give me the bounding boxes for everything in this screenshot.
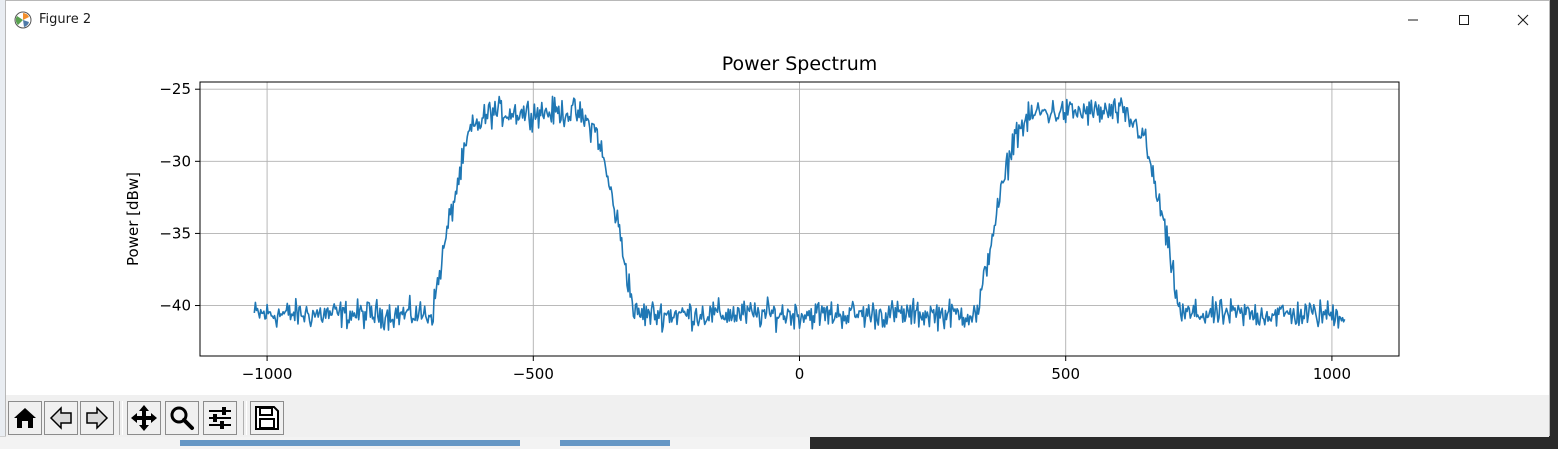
desktop-background-left (0, 0, 6, 448)
floppy-disk-icon (255, 406, 279, 430)
configure-subplots-button[interactable] (203, 401, 237, 435)
forward-arrow-icon (86, 406, 109, 430)
navigation-toolbar (6, 395, 1549, 437)
x-tick-label: 500 (1051, 365, 1080, 383)
maximize-button[interactable] (1435, 1, 1493, 39)
x-tick-label: 0 (795, 365, 805, 383)
maximize-icon (1459, 15, 1469, 25)
zoom-button[interactable] (165, 401, 199, 435)
figure-canvas[interactable]: −1000 −500 0 500 1000 −25 −30 −35 −40 Power Spect… (6, 39, 1549, 395)
spectrum-line (253, 95, 1346, 333)
forward-button[interactable] (80, 401, 114, 435)
window-title: Figure 2 (39, 12, 92, 27)
figure-window: Figure 2 −1000 −500 0 500 1000 −25 −30 −35 −40 Po… (5, 0, 1550, 437)
power-spectrum-chart[interactable]: −1000 −500 0 500 1000 −25 −30 −35 −40 Power Spect… (6, 39, 1549, 395)
y-axis-label: Power [dBw] (124, 172, 142, 266)
home-button[interactable] (8, 401, 42, 435)
close-icon (1517, 14, 1529, 26)
back-arrow-icon (49, 406, 72, 430)
desktop-background-right (1550, 0, 1558, 448)
toolbar-separator (243, 401, 247, 435)
x-tick-label: −1000 (242, 365, 293, 383)
save-button[interactable] (250, 401, 284, 435)
chart-title: Power Spectrum (722, 53, 878, 75)
home-icon (14, 408, 36, 428)
pan-button[interactable] (127, 401, 161, 435)
title-bar[interactable]: Figure 2 (6, 1, 1549, 39)
y-tick-label: −40 (159, 297, 191, 315)
close-button[interactable] (1494, 1, 1552, 39)
zoom-icon (170, 406, 194, 430)
sliders-icon (209, 407, 231, 429)
minimize-icon (1408, 19, 1418, 21)
desktop-background-bottom (0, 436, 810, 449)
y-tick-label: −35 (159, 224, 191, 242)
x-tick-label: −500 (513, 365, 554, 383)
y-tick-label: −30 (159, 152, 191, 170)
matplotlib-icon (14, 11, 32, 29)
back-button[interactable] (44, 401, 78, 435)
x-tick-label: 1000 (1313, 365, 1351, 383)
minimize-button[interactable] (1384, 1, 1442, 39)
move-icon (131, 405, 157, 431)
y-tick-label: −25 (159, 80, 191, 98)
toolbar-separator (119, 401, 123, 435)
